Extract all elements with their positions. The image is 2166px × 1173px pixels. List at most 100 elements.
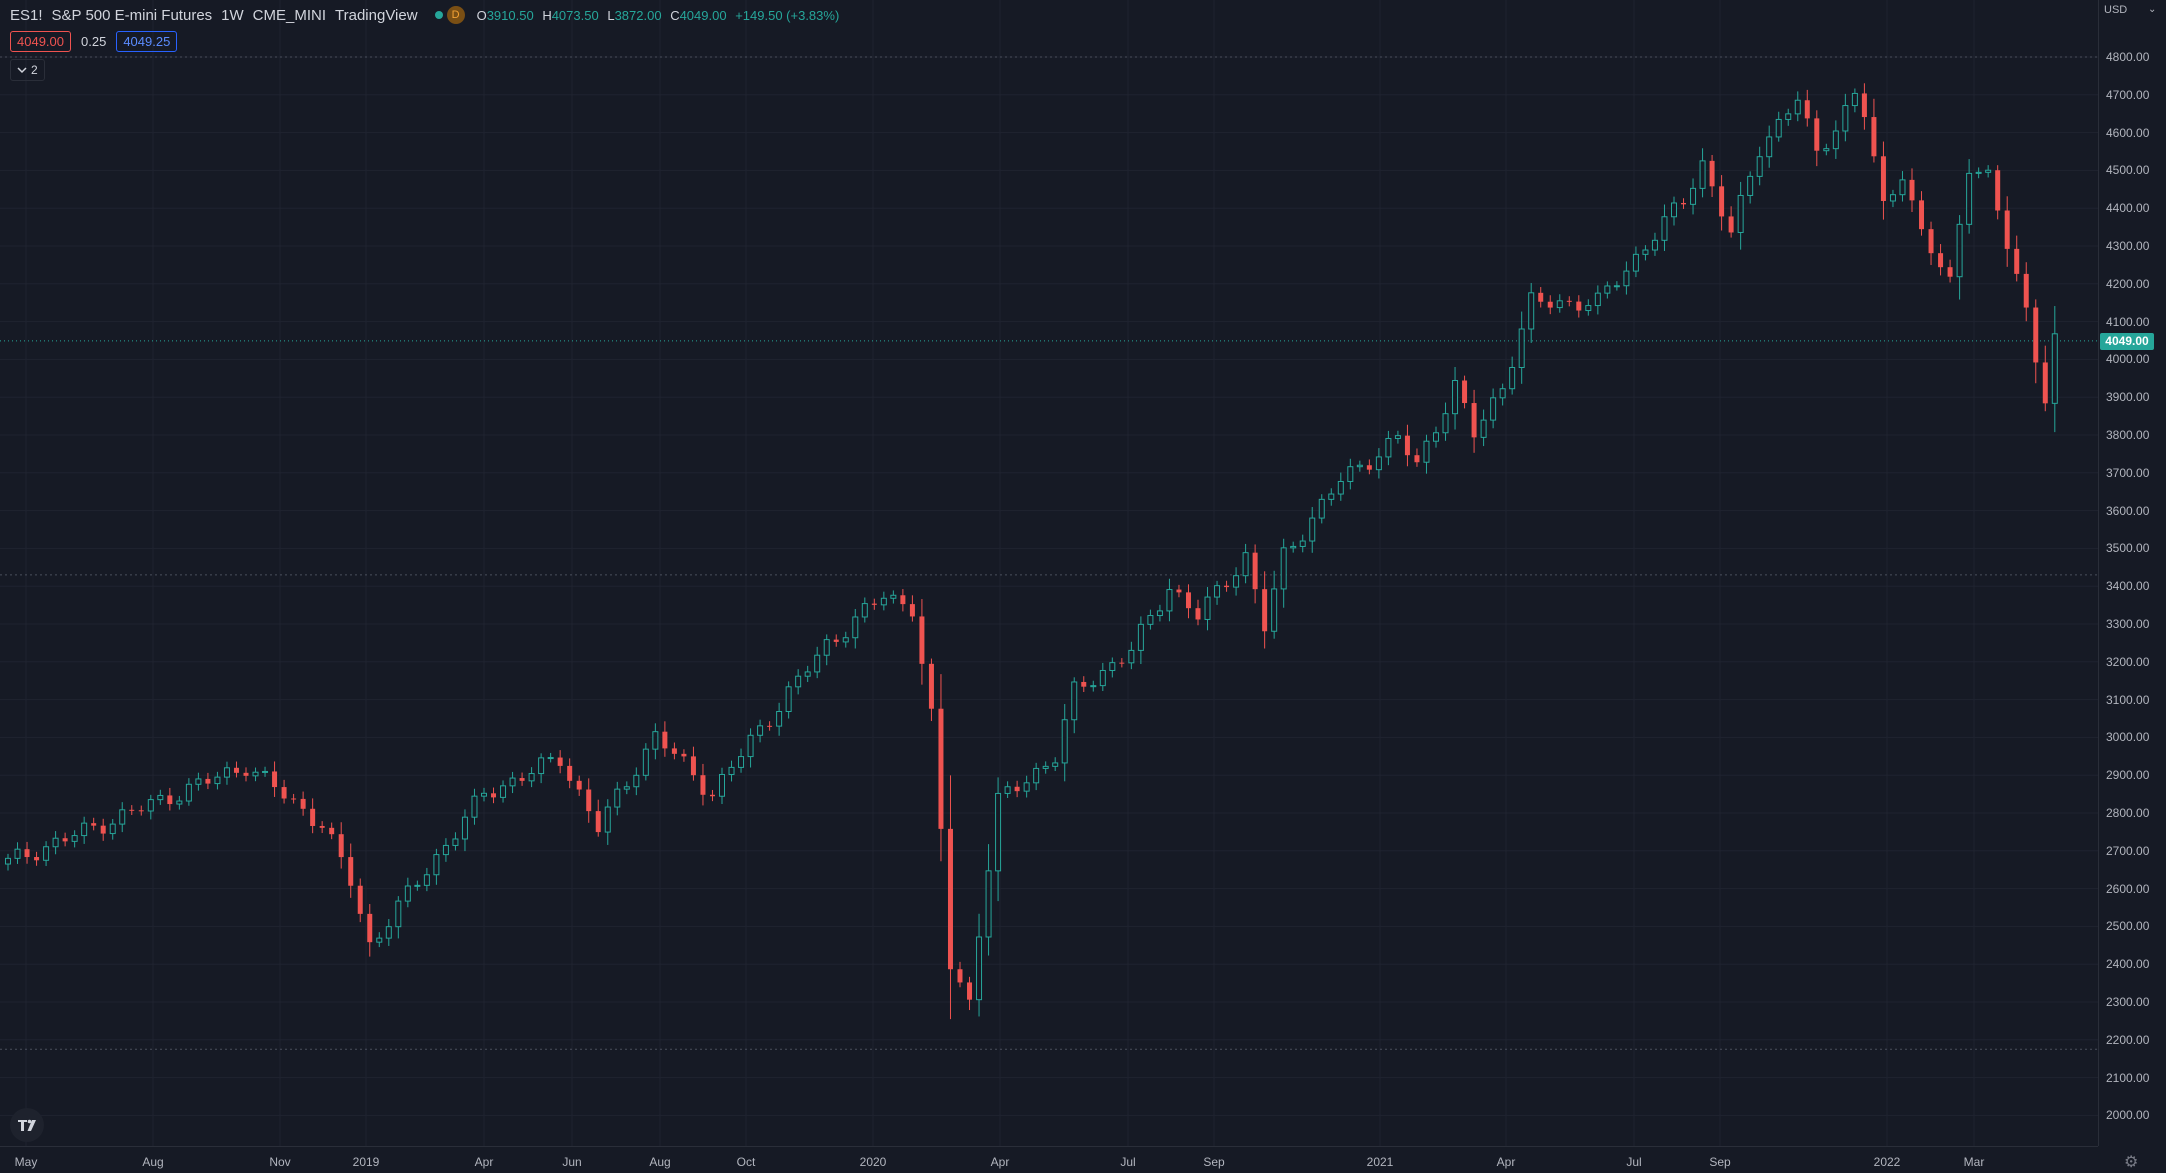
candle-body (1423, 440, 1430, 463)
candle (861, 597, 868, 623)
settings-gear-icon[interactable]: ⚙ (2124, 1154, 2139, 1171)
candle (1328, 488, 1335, 506)
candle-body (1871, 117, 1877, 157)
candle-body (719, 773, 725, 797)
time-axis[interactable]: May Aug Nov 2019 Apr Jun Aug Oct 2020 Apr Jul Sep 20… (0, 1146, 2098, 1173)
currency-caret-icon[interactable]: ⌄ (2148, 4, 2157, 15)
candle (1433, 426, 1439, 448)
bid-price-button[interactable]: 4049.00 (10, 31, 71, 52)
candle (1956, 215, 1963, 300)
candle-body (1081, 681, 1087, 687)
candle-body (43, 846, 50, 861)
candle (985, 844, 992, 956)
chart-pane[interactable] (0, 0, 2098, 1146)
candle (957, 961, 963, 988)
candle (909, 595, 915, 622)
candle (1509, 356, 1516, 395)
candle-body (1538, 292, 1544, 302)
price-tick-label: 3900.00 (2106, 390, 2150, 405)
candle (1071, 677, 1078, 734)
symbol-description: S&P 500 E-mini Futures (51, 6, 213, 24)
candle (1090, 680, 1097, 692)
candle-body (1195, 608, 1201, 620)
candle-body (1585, 305, 1592, 312)
price-tick-label: 3800.00 (2106, 428, 2150, 442)
candle (52, 831, 59, 855)
time-tick-label: Aug (649, 1155, 671, 1169)
candle (500, 780, 507, 803)
candle-body (461, 816, 468, 840)
candle-body (138, 810, 144, 812)
candle (1547, 295, 1553, 315)
candle (823, 634, 830, 666)
candle-body (1947, 267, 1953, 277)
candle-body (1471, 403, 1477, 438)
candle (62, 832, 68, 847)
candle-body (900, 595, 906, 605)
delayed-data-icon[interactable]: D (446, 6, 465, 24)
candle-body (376, 937, 383, 943)
candle (310, 798, 316, 834)
symbol-ticker[interactable]: ES1! (10, 6, 43, 24)
candle (1004, 781, 1011, 798)
candle (900, 589, 906, 612)
candle-body (576, 780, 582, 790)
candle-body (34, 857, 40, 861)
candle (1128, 641, 1135, 670)
price-axis[interactable]: 4800.00 4700.00 4600.00 4500.00 4400.00 4300.… (2098, 0, 2166, 1146)
candle-body (1681, 202, 1687, 205)
candle-body (214, 776, 221, 785)
candle (633, 767, 640, 796)
price-chart[interactable] (0, 0, 2098, 1146)
candle-body (433, 854, 440, 876)
candle-body (1861, 93, 1867, 118)
candle (709, 789, 715, 802)
candle-body (481, 792, 487, 797)
candle (109, 819, 116, 840)
candle-body (547, 757, 554, 760)
candle-body (223, 767, 230, 778)
candle-body (109, 823, 116, 835)
candle (442, 838, 449, 862)
candle (538, 753, 545, 784)
candle-body (1919, 200, 1925, 230)
candle-body (2014, 248, 2020, 274)
candle-body (367, 913, 373, 943)
indicators-toggle-button[interactable]: 2 (10, 59, 45, 81)
candle-body (709, 794, 715, 797)
candle-body (147, 799, 154, 812)
price-tick-label: 4500.00 (2106, 163, 2150, 178)
candle (1356, 460, 1363, 472)
candle (1576, 295, 1582, 318)
ask-price-button[interactable]: 4049.25 (116, 31, 178, 52)
candle-body (604, 806, 611, 833)
candle (681, 749, 687, 762)
candle (348, 843, 354, 898)
candle-body (1661, 216, 1668, 241)
candle-body (272, 771, 278, 788)
interval-label[interactable]: 1W (221, 6, 244, 24)
candle-body (1480, 419, 1487, 438)
candle (395, 896, 402, 939)
candle (119, 802, 126, 833)
price-tick-label: 3300.00 (2106, 617, 2150, 631)
currency-selector[interactable]: USD (2104, 4, 2128, 16)
candle (1851, 88, 1858, 113)
candle-body (1204, 596, 1211, 620)
time-tick-label: Jul (1120, 1155, 1136, 1169)
candle (1404, 424, 1410, 467)
data-source-label: TradingView (335, 6, 418, 24)
candle (1804, 89, 1810, 127)
candle (776, 702, 783, 736)
candle (385, 919, 392, 946)
candle-body (795, 675, 802, 688)
time-tick-label: Oct (736, 1155, 756, 1169)
tradingview-logo-icon[interactable] (10, 1108, 44, 1142)
candle (129, 805, 135, 816)
candle-body (185, 783, 192, 802)
candle (157, 789, 164, 805)
candle (1823, 143, 1830, 156)
candle-body (1785, 113, 1792, 120)
market-status[interactable]: D (434, 6, 465, 24)
candle (814, 646, 821, 679)
